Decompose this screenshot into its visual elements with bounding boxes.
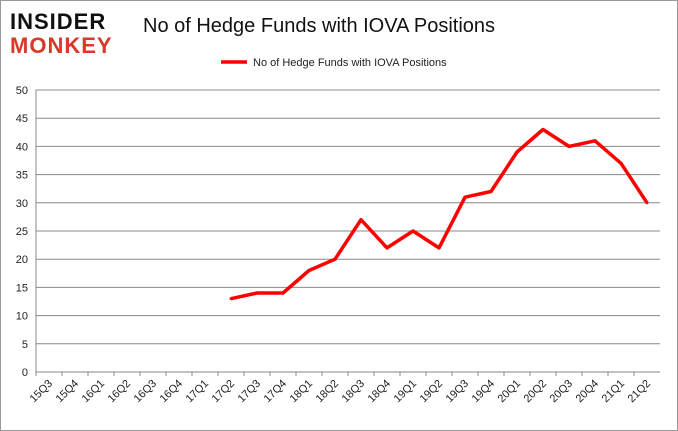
chart-title: No of Hedge Funds with IOVA Positions: [143, 15, 496, 37]
x-tick-label: 21Q2: [626, 378, 654, 406]
data-point: [645, 201, 649, 205]
x-tick-label: 17Q3: [236, 378, 264, 406]
data-point: [437, 246, 441, 250]
x-tick-label: 19Q1: [392, 378, 420, 406]
x-tick-label: 16Q1: [80, 378, 108, 406]
y-tick-label: 15: [16, 282, 28, 294]
data-point: [255, 291, 259, 295]
y-tick-label: 5: [22, 339, 28, 351]
x-tick-label: 18Q2: [314, 378, 342, 406]
x-tick-label: 16Q2: [106, 378, 134, 406]
data-point: [229, 297, 233, 301]
y-tick-label: 20: [16, 254, 28, 266]
legend-label: No of Hedge Funds with IOVA Positions: [253, 57, 447, 69]
y-tick-label: 25: [16, 226, 28, 238]
data-point: [359, 218, 363, 222]
data-point: [593, 139, 597, 143]
y-tick-label: 45: [16, 113, 28, 125]
x-tick-label: 16Q4: [158, 378, 186, 406]
x-tick-label: 18Q1: [288, 378, 316, 406]
y-tick-label: 30: [16, 198, 28, 210]
x-tick-label: 17Q1: [184, 378, 212, 406]
data-point: [515, 150, 519, 154]
insider-monkey-logo: INSIDER MONKEY: [10, 9, 128, 58]
x-tick-label: 16Q3: [132, 378, 160, 406]
x-tick-label: 20Q3: [548, 378, 576, 406]
x-tick-label: 18Q4: [366, 378, 394, 406]
x-tick-label: 19Q2: [418, 378, 446, 406]
logo-line1: INSIDER: [10, 9, 107, 34]
data-point: [385, 246, 389, 250]
y-tick-label: 35: [16, 170, 28, 182]
logo-line2: MONKEY: [10, 33, 113, 58]
data-point: [567, 144, 571, 148]
x-tick-label: 17Q2: [210, 378, 238, 406]
data-point: [463, 195, 467, 199]
x-tick-label: 20Q4: [574, 378, 602, 406]
data-point: [619, 161, 623, 165]
data-point: [411, 229, 415, 233]
y-tick-label: 40: [16, 141, 28, 153]
x-tick-label: 15Q4: [54, 378, 82, 406]
x-tick-label: 19Q3: [444, 378, 472, 406]
x-tick-label: 19Q4: [470, 378, 498, 406]
data-point: [489, 190, 493, 194]
x-tick-label: 20Q2: [522, 378, 550, 406]
x-tick-label: 20Q1: [496, 378, 524, 406]
data-point: [281, 291, 285, 295]
x-tick-label: 21Q1: [600, 378, 628, 406]
data-point: [333, 257, 337, 261]
x-tick-label: 18Q3: [340, 378, 368, 406]
x-tick-label: 17Q4: [262, 378, 290, 406]
data-point: [307, 268, 311, 272]
y-tick-label: 0: [22, 367, 28, 379]
x-tick-label: 15Q3: [28, 378, 56, 406]
y-tick-label: 50: [16, 85, 28, 97]
series-line: [230, 127, 649, 301]
y-tick-label: 10: [16, 311, 28, 323]
data-point: [541, 127, 545, 131]
